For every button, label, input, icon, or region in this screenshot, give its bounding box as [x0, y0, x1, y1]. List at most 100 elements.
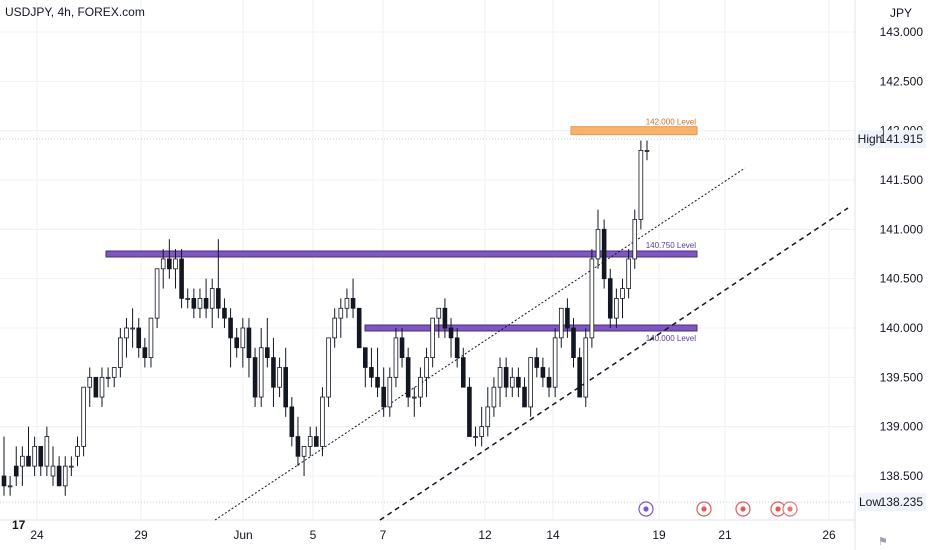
- lightning-icon-dot: [643, 506, 649, 512]
- candle: [246, 327, 252, 359]
- candle: [160, 258, 166, 270]
- candle: [638, 149, 644, 220]
- candle: [491, 386, 497, 408]
- low-tag-label: Low: [859, 495, 881, 509]
- candle: [295, 436, 301, 457]
- y-axis-currency-label: JPY: [890, 6, 912, 20]
- candle: [565, 307, 570, 329]
- candle: [26, 455, 31, 467]
- candle: [595, 228, 601, 260]
- high-tag-bg: [858, 130, 883, 149]
- candle: [38, 445, 44, 467]
- candle: [234, 337, 240, 349]
- candle: [301, 445, 307, 457]
- candle: [99, 376, 105, 398]
- candle: [44, 436, 50, 467]
- candle: [363, 347, 368, 368]
- candle: [448, 327, 454, 339]
- high-tag-label: High: [858, 132, 883, 146]
- candle: [503, 367, 509, 388]
- candle: [87, 376, 93, 388]
- y-axis-tick-label: 142.500: [880, 74, 924, 88]
- candle: [418, 376, 423, 398]
- flag-icon: ⚑: [878, 536, 888, 548]
- candle: [314, 436, 319, 447]
- high-value-bg: [884, 130, 926, 149]
- candle: [369, 367, 374, 378]
- candle: [626, 258, 631, 289]
- candle: [473, 436, 478, 438]
- candle: [228, 317, 233, 339]
- candle: [381, 386, 386, 408]
- candle: [344, 297, 350, 309]
- candle: [350, 297, 356, 309]
- level-label: 140.000 Level: [646, 334, 696, 343]
- candle: [289, 406, 295, 437]
- level-label: 140.750 Level: [646, 241, 696, 250]
- candle: [209, 288, 215, 309]
- candle: [32, 445, 37, 467]
- trendline-dashed: [379, 207, 849, 521]
- candle: [203, 297, 209, 309]
- candle: [283, 367, 288, 408]
- candle: [644, 149, 650, 152]
- candle: [522, 386, 527, 408]
- y-axis-tick-label: 139.000: [880, 420, 924, 434]
- candle: [454, 337, 460, 359]
- y-axis-tick-label: 143.000: [880, 25, 924, 39]
- candle: [124, 327, 129, 339]
- candle: [81, 386, 86, 447]
- candle: [356, 307, 362, 349]
- candle: [191, 297, 197, 309]
- y-axis-tick-label: 141.000: [880, 222, 924, 236]
- candle: [589, 258, 595, 339]
- candle: [20, 455, 25, 467]
- candle: [258, 347, 264, 398]
- candle: [136, 327, 142, 349]
- y-axis-tick-label: 140.500: [880, 272, 924, 286]
- candle: [142, 347, 148, 359]
- x-axis-tick-label: 26: [822, 528, 836, 542]
- x-axis-tick-label: 14: [546, 528, 560, 542]
- candle: [252, 357, 258, 398]
- candle: [442, 307, 448, 329]
- us-flag-icon-dot: [701, 506, 707, 512]
- candle: [185, 297, 191, 300]
- candle: [50, 465, 56, 477]
- candle: [271, 357, 276, 388]
- trendline-dotted: [214, 167, 746, 521]
- candle: [1, 475, 7, 487]
- candle: [393, 337, 399, 378]
- candle: [265, 347, 270, 359]
- level-band: [364, 324, 698, 332]
- candle: [56, 465, 62, 487]
- candle: [614, 297, 619, 319]
- candle: [516, 376, 521, 388]
- candle: [173, 258, 178, 270]
- x-axis-tick-label: 12: [478, 528, 492, 542]
- candle: [632, 219, 638, 260]
- candle: [75, 445, 80, 457]
- x-axis-tick-label: 7: [380, 528, 387, 542]
- candle: [607, 278, 613, 319]
- candle: [583, 337, 589, 398]
- candle: [197, 297, 203, 309]
- candle: [509, 376, 515, 388]
- candle: [105, 376, 111, 379]
- x-axis-tick-label: 29: [134, 528, 148, 542]
- candle: [216, 288, 221, 309]
- candle: [320, 396, 325, 447]
- candle: [240, 327, 246, 349]
- candle: [277, 367, 282, 388]
- candle: [167, 258, 172, 270]
- candle: [69, 465, 74, 468]
- candle: [497, 367, 503, 388]
- candle: [118, 337, 123, 368]
- candle: [430, 317, 435, 358]
- candle: [571, 327, 576, 359]
- candle: [540, 367, 546, 378]
- candle: [620, 288, 625, 299]
- candle: [552, 337, 558, 388]
- candle: [546, 376, 552, 388]
